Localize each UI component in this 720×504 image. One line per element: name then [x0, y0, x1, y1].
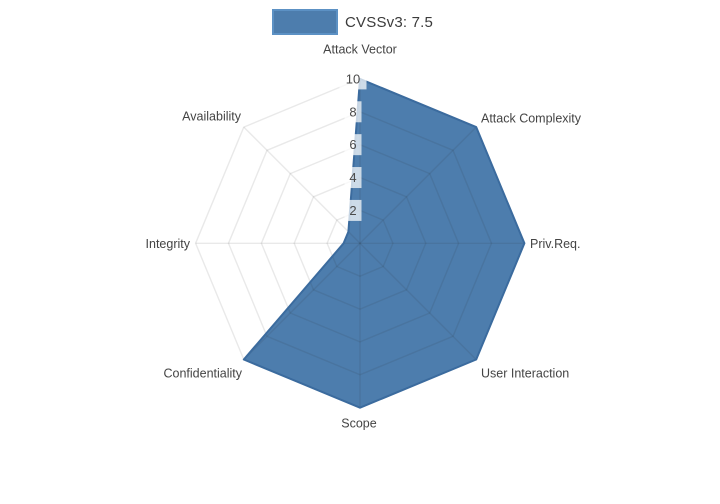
legend-label: CVSSv3: 7.5: [345, 13, 434, 31]
axis-label-attack-vector: Attack Vector: [323, 43, 397, 57]
axis-label-confidentiality: Confidentiality: [163, 367, 242, 381]
radial-tick-label: 8: [349, 104, 356, 119]
grid-spoke: [359, 242, 477, 360]
axis-label-scope: Scope: [341, 417, 376, 431]
radial-tick-label: 4: [349, 170, 356, 185]
radial-tick-label: 6: [349, 137, 356, 152]
radar-series-fill: [243, 78, 525, 408]
grid-ring: [260, 143, 460, 343]
axis-label-attack-complexity: Attack Complexity: [481, 112, 582, 126]
radial-tick-box: [344, 167, 362, 189]
axis-label-availability: Availability: [182, 110, 242, 124]
radial-tick-box: [344, 101, 362, 123]
grid-spoke: [359, 126, 477, 244]
legend-swatch-icon: [272, 9, 338, 35]
axis-label-user-interaction: User Interaction: [481, 367, 569, 381]
grid-spoke: [243, 242, 361, 360]
radial-tick-label: 10: [346, 71, 360, 86]
axis-label-priv-req-: Priv.Req.: [530, 237, 580, 251]
axis-label-integrity: Integrity: [146, 237, 191, 251]
radar-series-outline: [242, 77, 526, 409]
radial-tick-label: 2: [349, 203, 356, 218]
grid-spoke: [243, 126, 361, 244]
legend-item[interactable]: CVSSv3: 7.5: [272, 9, 433, 35]
grid-ring: [227, 111, 493, 376]
grid-ring: [293, 176, 427, 310]
radial-tick-box: [339, 68, 367, 90]
radial-tick-box: [344, 134, 362, 156]
radial-tick-box: [344, 199, 362, 221]
grid-ring: [326, 209, 394, 277]
